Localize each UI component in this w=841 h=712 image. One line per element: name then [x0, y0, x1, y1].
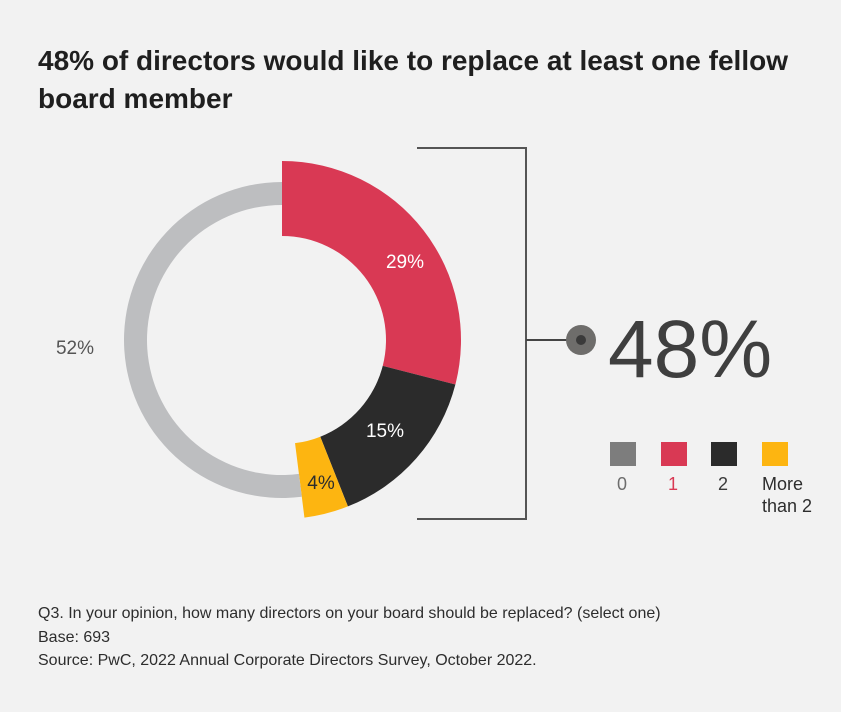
legend-label: 1	[668, 474, 679, 494]
bracket	[417, 147, 596, 520]
legend-swatch	[711, 442, 737, 466]
connector-dot-center	[576, 335, 586, 345]
slice-label: 52%	[56, 338, 94, 359]
bracket-line	[417, 147, 527, 520]
footnote: Q3. In your opinion, how many directors …	[38, 602, 661, 673]
legend-label: More than 2	[762, 474, 813, 516]
legend-swatch	[762, 442, 788, 466]
footnote-question: Q3. In your opinion, how many directors …	[38, 605, 661, 622]
slice-0	[124, 182, 302, 498]
legend-swatch	[661, 442, 687, 466]
callout-value: 48%	[608, 304, 772, 395]
slice-label: 29%	[386, 252, 424, 273]
legend-swatch	[610, 442, 636, 466]
footnote-base: Base: 693	[38, 628, 111, 646]
slice-label: 4%	[307, 473, 335, 494]
legend-label: 0	[617, 474, 628, 494]
slice-1	[282, 161, 461, 385]
slice-more-than-2	[295, 436, 348, 518]
slice-2	[320, 365, 456, 507]
slice-label: 15%	[366, 421, 404, 442]
legend-label: 2	[718, 474, 729, 494]
footnote-source: Source: PwC, 2022 Annual Corporate Direc…	[38, 652, 537, 669]
chart-title: 48% of directors would like to replace a…	[38, 45, 788, 114]
